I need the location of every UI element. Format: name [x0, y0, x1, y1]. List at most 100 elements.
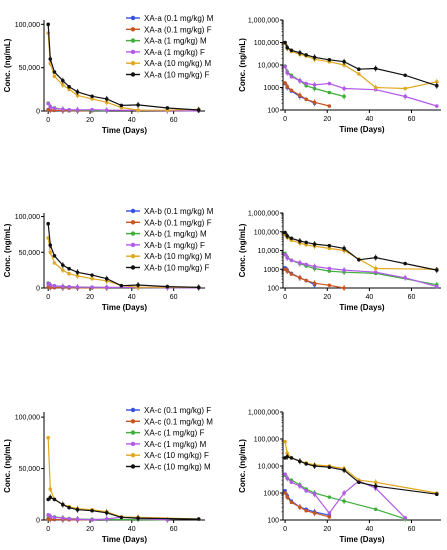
chart-panel-a-log: 0 20 40 60 100 1000 10,000 100,000 1,000,000 Time…	[238, 18, 441, 134]
data-point	[67, 505, 71, 510]
data-point	[46, 221, 50, 226]
legend-label: XA-b (10 mg/kg) F	[144, 264, 209, 273]
data-point	[327, 511, 332, 515]
data-point	[327, 283, 332, 288]
x-axis-label: Time (Days)	[102, 303, 148, 312]
y-tick-label: 1000	[263, 85, 279, 92]
data-point	[52, 284, 57, 288]
series-line	[284, 42, 437, 87]
legend-swatch-marker	[130, 38, 136, 43]
y-tick-label: 1,000,000	[248, 18, 279, 25]
legend-swatch-marker	[130, 220, 136, 225]
legend-label: XA-c (0.1 mg/kg) M	[144, 417, 213, 426]
chart-panel-c-lin: 0 20 40 60 0 50,000 100,000 Time (Days) Conc. (n…	[3, 406, 213, 544]
legend: XA-a (0.1 mg/kg) M XA-a (0.1 mg/kg) F XA-a…	[126, 14, 214, 80]
y-tick-label: 1,000,000	[248, 211, 279, 218]
data-point	[304, 97, 308, 102]
data-point	[327, 104, 332, 108]
legend-swatch-marker	[130, 208, 136, 214]
y-tick-label: 50,000	[19, 466, 41, 473]
y-tick-label: 10,000	[258, 63, 280, 70]
legend-label: XA-a (1 mg/kg) F	[144, 48, 205, 57]
y-axis-label: Conc. (ng/mL)	[238, 38, 247, 92]
y-axis-label: Conc. (ng/mL)	[3, 223, 12, 277]
legend-swatch-marker	[130, 242, 136, 248]
data-point	[289, 74, 294, 79]
x-tick-label: 0	[283, 294, 287, 301]
legend-label: XA-b (1 mg/kg) F	[144, 241, 205, 250]
data-point	[283, 439, 287, 444]
data-point	[327, 243, 332, 248]
legend-label: XA-c (10 mg/kg) F	[144, 451, 209, 460]
legend-label: XA-c (10 mg/kg) M	[144, 463, 211, 472]
data-point	[289, 236, 294, 241]
series-orange	[283, 491, 332, 519]
data-point	[90, 276, 94, 281]
series-line	[284, 473, 406, 519]
series-black	[283, 453, 439, 497]
y-tick-label: 1000	[263, 491, 279, 498]
x-axis-label: Time (Days)	[102, 535, 148, 544]
series-line	[284, 441, 437, 494]
x-tick-label: 0	[283, 116, 287, 123]
data-point	[327, 515, 332, 519]
legend-swatch-marker	[130, 407, 136, 413]
legend-swatch-marker	[130, 265, 136, 270]
data-point	[283, 40, 287, 45]
series-gold	[46, 31, 201, 114]
data-point	[373, 270, 378, 274]
legend-label: XA-b (10 mg/kg) M	[144, 252, 211, 261]
data-point	[357, 257, 361, 262]
data-point	[52, 515, 57, 520]
data-point	[283, 252, 287, 257]
x-tick-label: 20	[86, 117, 94, 124]
y-tick-label: 100,000	[15, 22, 40, 29]
legend: XA-c (0.1 mg/kg) F XA-c (0.1 mg/kg) M XA-c…	[126, 406, 213, 472]
series-violet	[283, 252, 439, 289]
x-tick-label: 0	[46, 526, 50, 533]
data-point	[304, 278, 308, 283]
data-point	[67, 84, 71, 89]
data-point	[90, 285, 94, 290]
data-point	[283, 81, 287, 85]
chart-panel-b-lin: 0 20 40 60 0 50,000 100,000 Time (Days) Conc. (n…	[3, 207, 214, 312]
data-point	[304, 53, 308, 57]
legend-swatch-marker	[130, 49, 136, 55]
data-point	[119, 515, 124, 520]
data-point	[403, 516, 407, 520]
data-point	[304, 240, 308, 245]
x-tick-label: 40	[365, 294, 373, 301]
series-black	[46, 22, 201, 113]
data-point	[434, 104, 439, 108]
legend-label: XA-a (1 mg/kg) M	[144, 37, 207, 46]
chart-panel-a-lin: 0 20 40 60 0 50,000 100,000 Time (Days) Conc. (n…	[3, 14, 214, 135]
data-point	[90, 107, 94, 112]
x-axis-label: Time (Days)	[102, 126, 148, 135]
x-tick-label: 40	[128, 117, 136, 124]
y-tick-label: 0	[36, 518, 40, 525]
y-tick-label: 100,000	[15, 214, 40, 221]
legend-swatch-marker	[130, 441, 136, 447]
data-point	[90, 94, 94, 99]
y-tick-label: 0	[36, 286, 40, 293]
data-point	[67, 284, 71, 289]
series-line	[47, 24, 199, 111]
data-point	[67, 107, 71, 112]
x-axis-label: Time (Days)	[339, 535, 385, 544]
data-point	[46, 22, 50, 27]
data-point	[67, 266, 71, 271]
y-tick-label: 1,000,000	[248, 410, 279, 417]
legend-label: XA-b (0.1 mg/kg) M	[144, 207, 214, 216]
legend-label: XA-a (0.1 mg/kg) F	[144, 25, 212, 34]
data-point	[373, 507, 378, 512]
legend-label: XA-b (1 mg/kg) M	[144, 230, 207, 239]
series-gold	[283, 439, 439, 495]
data-point	[196, 517, 201, 521]
data-point	[46, 101, 50, 106]
series-violet	[283, 472, 407, 520]
series-green	[283, 64, 346, 100]
y-tick-label: 100	[267, 108, 279, 115]
series-orange	[283, 81, 332, 108]
legend-label: XA-a (0.1 mg/kg) M	[144, 14, 214, 23]
